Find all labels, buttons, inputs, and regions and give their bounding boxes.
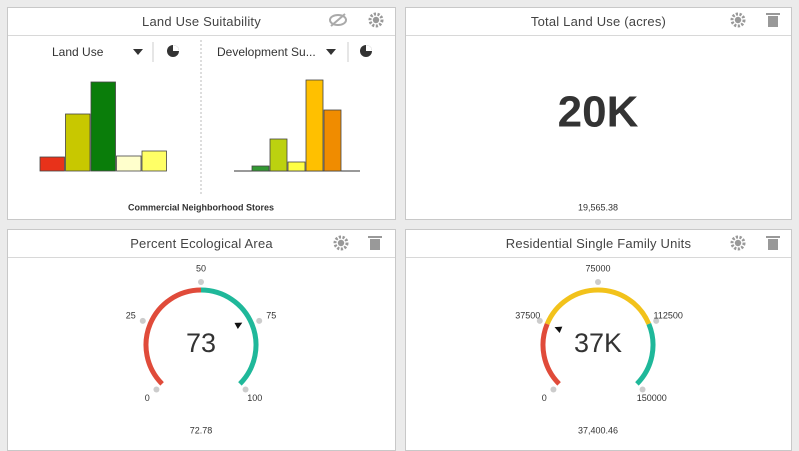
gauge-tick-label: 0 <box>145 393 150 403</box>
gauge-exact-value: 37,400.46 <box>578 425 618 435</box>
settings-icon-core <box>734 239 742 247</box>
widget-panel: Total Land Use (acres) <box>405 7 792 220</box>
gauge-tick-label: 25 <box>126 310 136 320</box>
gauge-tick <box>595 279 601 285</box>
bar[interactable] <box>287 161 306 172</box>
dropdown-arrow[interactable] <box>133 49 143 55</box>
settings-icon[interactable] <box>333 235 349 251</box>
delete-icon-lid <box>766 13 780 15</box>
widget-panel: Percent Ecological Area <box>7 229 396 451</box>
gauge-tick <box>153 386 160 393</box>
widget-title: Land Use Suitability <box>142 14 261 29</box>
gauge-needle <box>554 326 563 334</box>
gauge-band <box>200 287 259 386</box>
widget-title: Total Land Use (acres) <box>530 14 667 29</box>
settings-icon-core <box>372 16 380 24</box>
gauge-band <box>544 287 652 325</box>
delete-icon[interactable] <box>768 239 778 250</box>
gauge-tick-label: 0 <box>542 393 547 403</box>
gauge-tick-label: 75 <box>266 310 276 320</box>
delete-icon-lid <box>766 236 780 238</box>
bar[interactable] <box>251 165 270 172</box>
bar[interactable] <box>90 81 116 172</box>
gauge-tick <box>536 317 543 324</box>
delete-icon[interactable] <box>768 16 778 27</box>
settings-icon[interactable] <box>368 12 384 28</box>
bar[interactable] <box>39 156 65 172</box>
chart-type-icon-slice <box>173 45 179 51</box>
gauge-tick-label: 150000 <box>637 393 667 403</box>
gauge-tick-label: 75000 <box>585 263 610 273</box>
bar[interactable] <box>269 138 288 172</box>
widget-header: Land Use Suitability <box>8 8 395 36</box>
bar[interactable] <box>323 109 342 172</box>
widget-header: Percent Ecological Area <box>8 230 395 258</box>
chart-selector[interactable]: Development Su... <box>217 45 316 59</box>
bar[interactable] <box>305 79 324 172</box>
settings-icon[interactable] <box>730 12 746 28</box>
widget-title: Residential Single Family Units <box>505 236 692 251</box>
gauge-tick <box>639 386 646 393</box>
gauge-display: 37K <box>574 328 622 358</box>
gauge-display: 73 <box>186 328 216 358</box>
delete-icon-lid <box>368 236 382 238</box>
kpi-exact-value: 19,565.38 <box>578 202 618 212</box>
gauge-tick <box>139 317 146 324</box>
bar[interactable] <box>65 113 91 172</box>
gauge-needle <box>234 322 243 329</box>
gauge-band <box>540 322 561 386</box>
gauge-tick <box>256 317 263 324</box>
gauge-tick <box>653 317 660 324</box>
dropdown-arrow[interactable] <box>326 49 336 55</box>
gauge-exact-value: 72.78 <box>190 425 213 435</box>
chart-selector[interactable]: Land Use <box>52 45 104 59</box>
gauge-tick <box>550 386 557 393</box>
settings-icon-core <box>337 239 345 247</box>
delete-icon[interactable] <box>370 239 380 250</box>
widget-header: Total Land Use (acres) <box>406 8 791 36</box>
kpi-value: 20K <box>558 88 639 137</box>
chart-type-icon-slice <box>366 45 372 51</box>
gauge-tick-label: 37500 <box>515 310 540 320</box>
gauge-tick-label: 112500 <box>654 310 683 320</box>
gauge-tick-label: 100 <box>247 393 262 403</box>
gauge-band <box>635 322 656 386</box>
visibility-icon[interactable] <box>329 14 347 26</box>
widget-title: Percent Ecological Area <box>130 236 273 251</box>
gauge-tick <box>198 279 204 285</box>
gauge-tick-label: 50 <box>196 263 206 273</box>
bar[interactable] <box>141 150 167 172</box>
widget-header: Residential Single Family Units <box>406 230 791 258</box>
chart-caption: Commercial Neighborhood Stores <box>128 202 274 212</box>
settings-icon[interactable] <box>730 235 746 251</box>
gauge-tick <box>242 386 249 393</box>
settings-icon-core <box>734 16 742 24</box>
gauge-band <box>143 287 202 386</box>
bar[interactable] <box>116 155 142 172</box>
visibility-icon-slash <box>330 13 346 27</box>
